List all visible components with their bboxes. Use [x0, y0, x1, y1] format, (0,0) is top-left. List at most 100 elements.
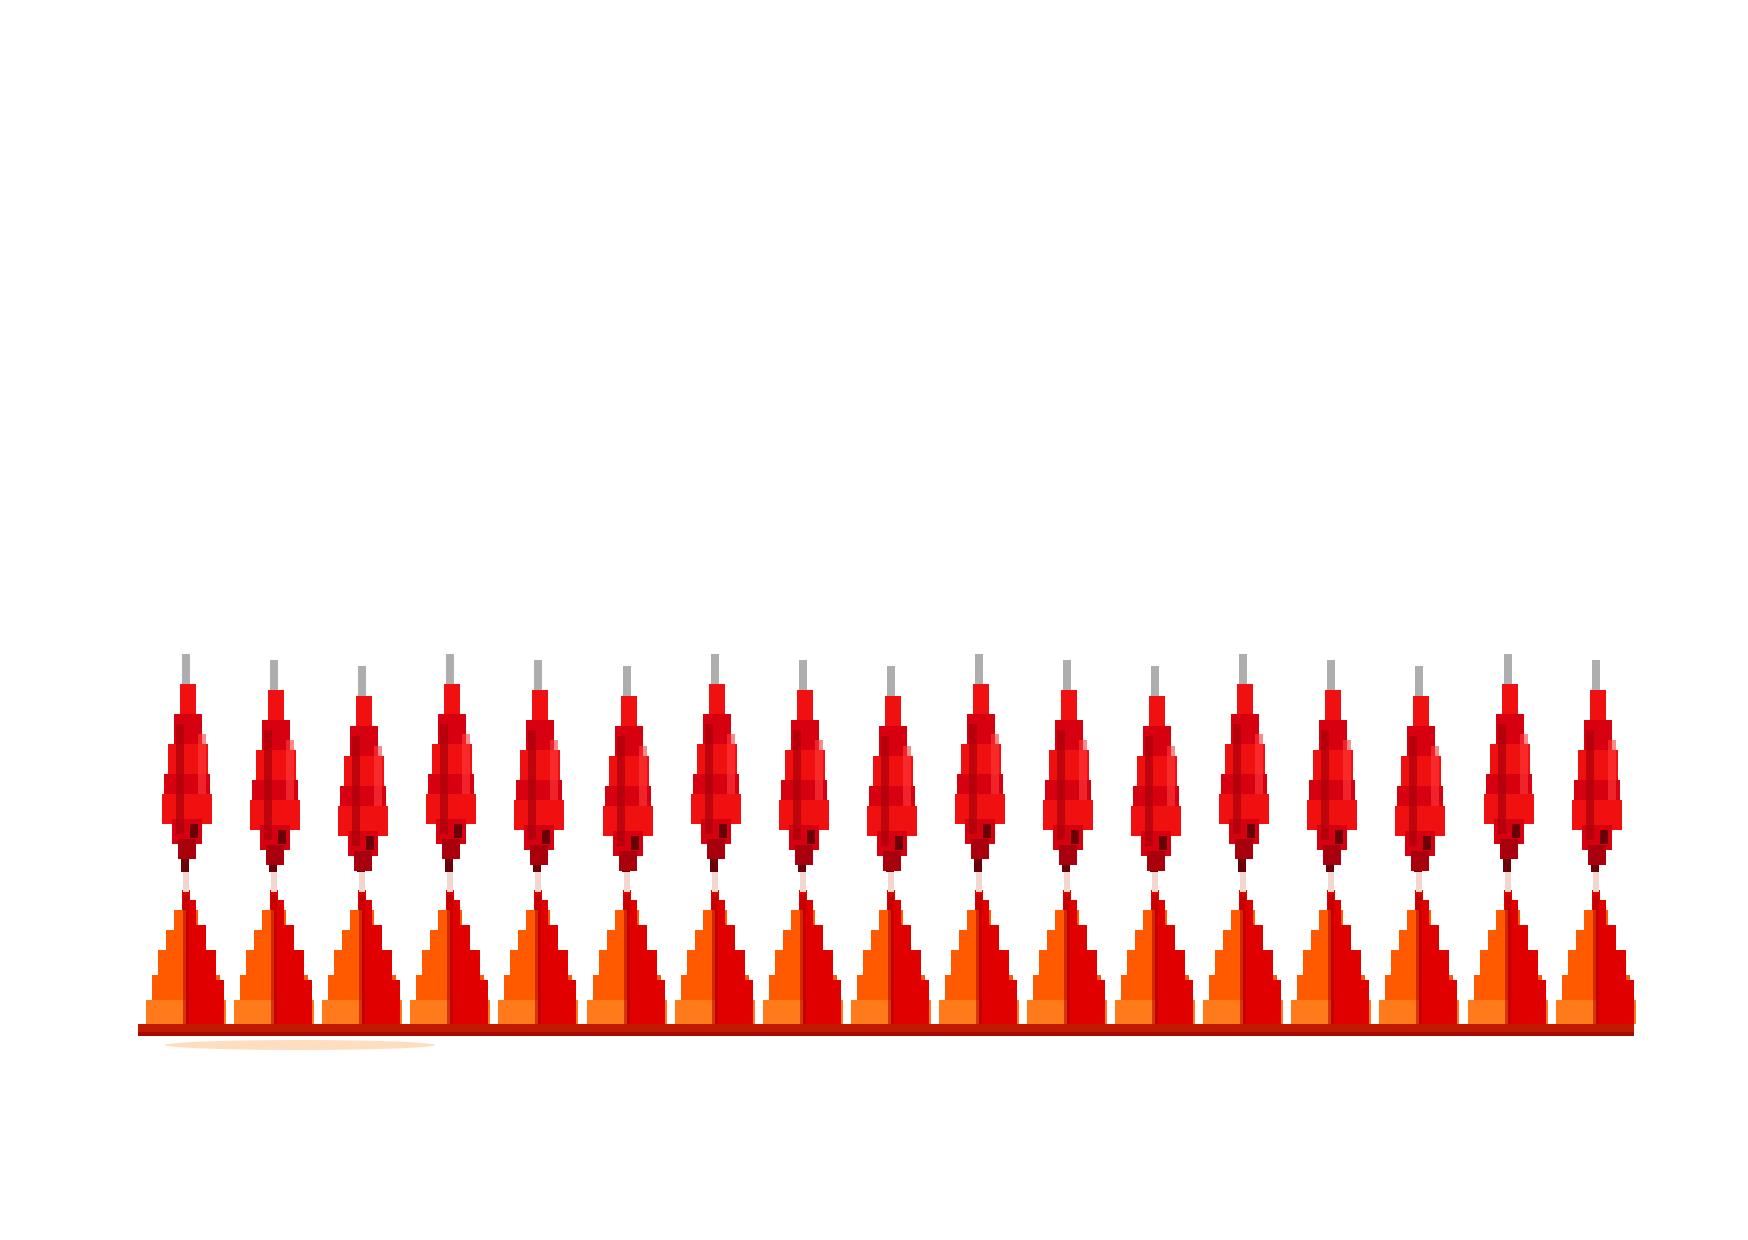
upper-flame-block — [971, 839, 989, 859]
upper-flame-ember — [278, 830, 286, 844]
flame-spike-1 — [146, 654, 226, 1024]
flame-neck — [535, 870, 541, 892]
upper-flame-block — [1147, 851, 1165, 871]
upper-flame-drip — [710, 850, 718, 872]
upper-flame-block — [883, 851, 901, 871]
upper-flame-ember — [1335, 830, 1343, 844]
lower-flame-red-block — [723, 980, 753, 1024]
lower-flame-red-block — [1339, 980, 1369, 1024]
flame-neck — [1328, 870, 1334, 892]
upper-flame-block — [1588, 845, 1606, 865]
lower-flame-core — [976, 895, 982, 1024]
upper-flame-shade — [440, 724, 448, 834]
flame-neck — [359, 870, 365, 892]
flame-spike-11 — [1027, 660, 1107, 1024]
flame-neck — [1064, 870, 1070, 892]
flame-spike-9 — [851, 666, 931, 1024]
upper-flame-highlight — [462, 734, 470, 794]
flame-spike-6 — [587, 666, 667, 1024]
base-glow — [165, 1040, 435, 1050]
lower-flame-core — [1416, 895, 1422, 1024]
flame-neck — [800, 870, 806, 892]
upper-flame-highlight — [639, 746, 647, 806]
upper-flame-highlight — [198, 734, 206, 794]
flame-spike-16 — [1468, 654, 1548, 1024]
upper-flame-ember — [1159, 836, 1167, 850]
flame-neck — [1152, 870, 1158, 892]
flame-neck — [712, 870, 718, 892]
lower-flame-core — [271, 895, 277, 1024]
upper-flame-shade — [1233, 724, 1241, 834]
base-strip-shadow — [138, 1032, 1634, 1036]
upper-flame-shade — [264, 730, 272, 840]
flame-spike-14 — [1291, 660, 1371, 1024]
flame-spike-13 — [1203, 654, 1283, 1024]
upper-flame-shade — [793, 730, 801, 840]
lower-flame-red-block — [899, 980, 929, 1024]
flame-spike-10 — [939, 654, 1019, 1024]
upper-flame-ember — [1600, 830, 1608, 844]
lower-flame-core — [1064, 895, 1070, 1024]
upper-flame-drip — [974, 850, 982, 872]
upper-flame-block — [178, 839, 196, 859]
upper-flame-shade — [705, 724, 713, 834]
upper-flame-highlight — [550, 740, 558, 800]
flame-spike-17 — [1556, 660, 1636, 1024]
lower-flame-red-block — [546, 980, 576, 1024]
upper-flame-ember — [807, 830, 815, 844]
flame-neck — [1505, 870, 1511, 892]
lower-flame-red-block — [194, 980, 224, 1024]
upper-flame-ember — [366, 836, 374, 850]
lower-flame-core — [447, 895, 453, 1024]
upper-flame-shade — [1057, 730, 1065, 840]
flame-tip — [975, 654, 983, 686]
flame-neck — [888, 870, 894, 892]
upper-flame-block — [1235, 839, 1253, 859]
flame-spike-2 — [234, 660, 314, 1024]
flame-tip — [270, 660, 278, 692]
upper-flame-block — [442, 839, 460, 859]
upper-flame-drip — [181, 850, 189, 872]
upper-flame-ember — [1512, 824, 1520, 838]
lower-flame-red-block — [1251, 980, 1281, 1024]
upper-flame-block — [1323, 845, 1341, 865]
flame-neck — [624, 870, 630, 892]
flame-neck — [976, 870, 982, 892]
flame-tip — [1415, 666, 1423, 698]
lower-flame-core — [712, 895, 718, 1024]
upper-flame-shade — [617, 736, 625, 846]
flame-neck — [447, 870, 453, 892]
upper-flame-shade — [969, 724, 977, 834]
upper-flame-highlight — [374, 746, 382, 806]
upper-flame-highlight — [1079, 740, 1087, 800]
upper-flame-highlight — [286, 740, 294, 800]
lower-flame-core — [1152, 895, 1158, 1024]
upper-flame-ember — [190, 824, 198, 838]
flame-tip — [623, 666, 631, 698]
upper-flame-ember — [719, 824, 727, 838]
lower-flame-red-block — [987, 980, 1017, 1024]
upper-flame-block — [1059, 845, 1077, 865]
upper-flame-ember — [1423, 836, 1431, 850]
flame-spike-4 — [410, 654, 490, 1024]
upper-flame-block — [354, 851, 372, 871]
flame-tip — [711, 654, 719, 686]
upper-flame-highlight — [991, 734, 999, 794]
flame-spike-15 — [1379, 666, 1459, 1024]
lower-flame-core — [1505, 895, 1511, 1024]
flame-tip — [534, 660, 542, 692]
upper-flame-ember — [895, 836, 903, 850]
upper-flame-block — [795, 845, 813, 865]
upper-flame-highlight — [1255, 734, 1263, 794]
flame-spike-5 — [498, 660, 578, 1024]
flame-tip — [1063, 660, 1071, 692]
lower-flame-red-block — [1163, 980, 1193, 1024]
upper-flame-ember — [1247, 824, 1255, 838]
flame-neck — [271, 870, 277, 892]
upper-flame-shade — [881, 736, 889, 846]
flame-neck — [183, 870, 189, 892]
lower-flame-red-block — [1604, 980, 1634, 1024]
lower-flame-red-block — [1427, 980, 1457, 1024]
upper-flame-highlight — [1431, 746, 1439, 806]
flame-neck — [1593, 870, 1599, 892]
